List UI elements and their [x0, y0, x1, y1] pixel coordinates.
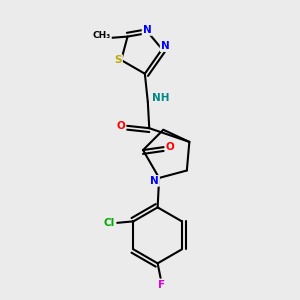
- Text: Cl: Cl: [103, 218, 115, 228]
- Text: O: O: [116, 121, 125, 131]
- Text: O: O: [166, 142, 175, 152]
- Text: S: S: [115, 55, 122, 65]
- Text: CH₃: CH₃: [93, 31, 111, 40]
- Text: N: N: [142, 25, 151, 35]
- Text: NH: NH: [152, 93, 170, 103]
- Text: N: N: [160, 41, 169, 51]
- Text: N: N: [150, 176, 159, 186]
- Text: F: F: [158, 280, 166, 290]
